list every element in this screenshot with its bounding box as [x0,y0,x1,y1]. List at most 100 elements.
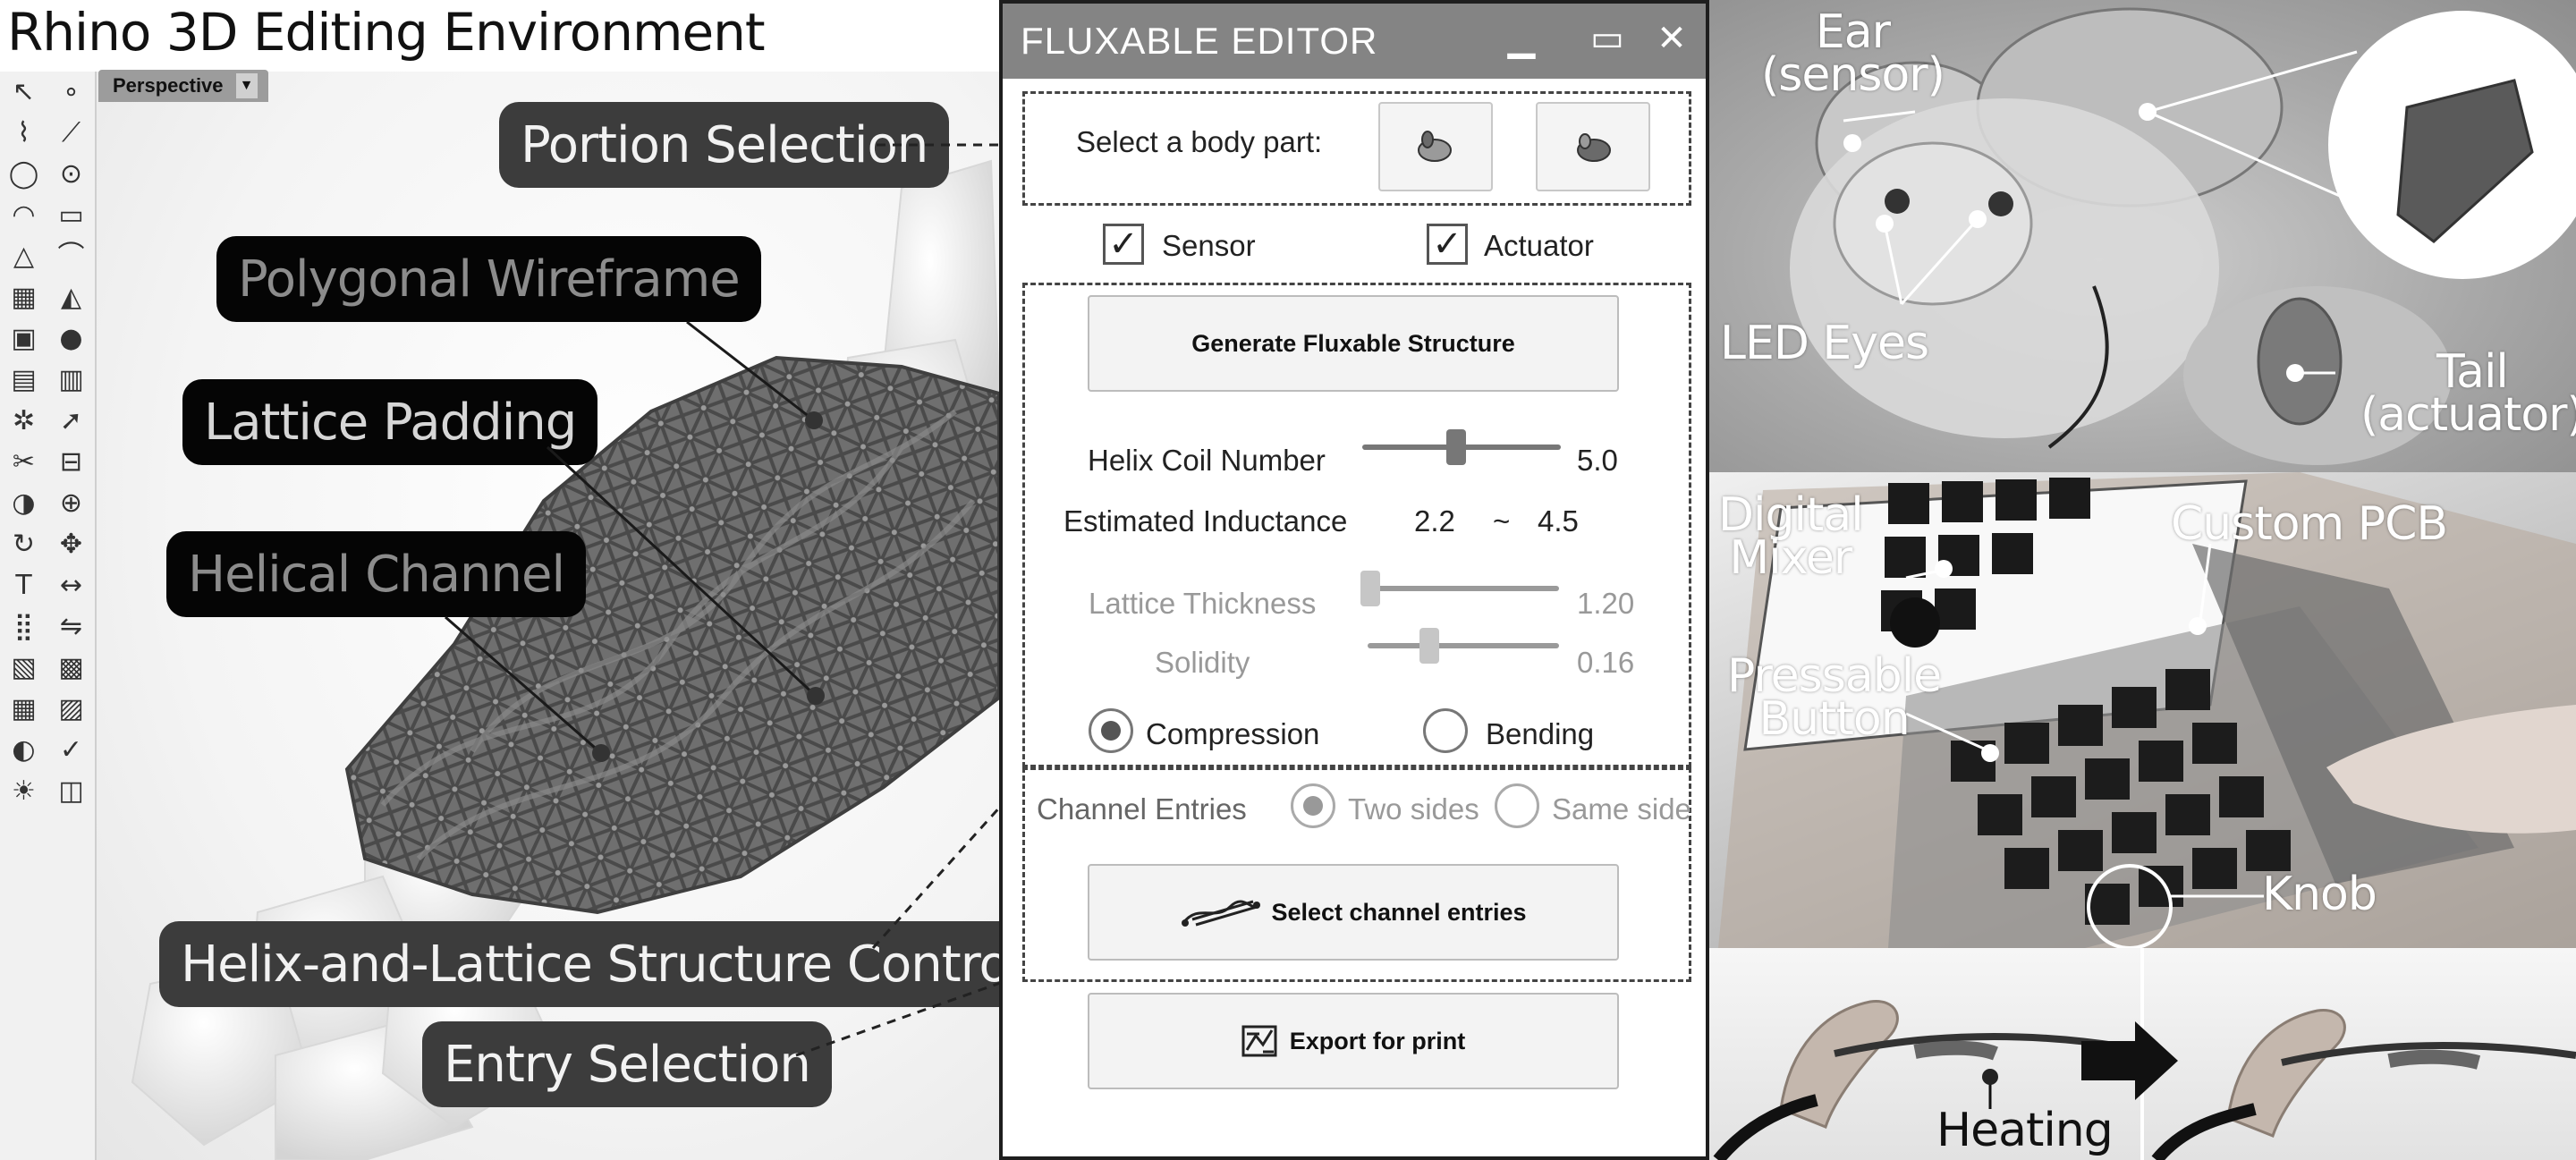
split-icon[interactable]: ⊟ [59,446,83,478]
box-icon[interactable]: ▣ [11,323,37,354]
generate-structure-button[interactable]: Generate Fluxable Structure [1088,295,1619,392]
grid-icon[interactable]: ▦ [11,693,37,724]
editor-title: FLUXABLE EDITOR [1021,20,1378,62]
toolbar-row: T ↔ [0,565,95,606]
toolbar-row: ◐ ✓ [0,730,95,771]
label-heating: Heating [1936,1104,2114,1157]
callout-entry-selection: Entry Selection [422,1021,832,1107]
ellipse-icon[interactable]: ⊙ [59,158,83,190]
toolbar-row: ☀ ◫ [0,771,95,812]
mirror-icon[interactable]: ⇋ [59,611,83,642]
inductance-label: Estimated Inductance [1063,504,1348,538]
polyline-icon[interactable]: ⌇ [17,117,30,148]
close-icon[interactable]: ✕ [1657,18,1687,59]
rhino-title: Rhino 3D Editing Environment [7,2,766,63]
sphere-icon[interactable]: ● [59,323,83,354]
actuator-checkbox[interactable]: ✓ [1427,224,1468,265]
fillet-icon[interactable]: ⌒ [57,241,85,272]
block-icon[interactable]: ▧ [11,652,37,683]
callout-helical-channel: Helical Channel [166,531,587,617]
label-ear-sensor: Ear (sensor) [1761,5,1945,102]
arrow-icon[interactable]: ➚ [59,405,83,436]
rotate-icon[interactable]: ↻ [12,529,36,560]
point-icon[interactable]: ∘ [63,76,80,107]
callout-polygonal-wireframe: Polygonal Wireframe [216,236,761,322]
body-part-button-body[interactable] [1536,102,1650,191]
bunny-photo-art [1790,7,2576,465]
camera-icon[interactable]: ◫ [58,775,84,807]
body-part-button-head[interactable] [1378,102,1493,191]
editor-titlebar[interactable]: FLUXABLE EDITOR ▁ ▭ ✕ [1003,4,1706,79]
render-icon[interactable]: ◐ [12,734,36,766]
hatch-icon[interactable]: ▩ [58,652,84,683]
lattice-thickness-slider[interactable] [1360,571,1559,606]
inductance-max: 4.5 [1538,504,1579,538]
two-sides-label: Two sides [1348,792,1479,826]
slider-thumb[interactable] [1360,571,1380,606]
body-part-section [1022,91,1691,206]
toolbar-row: ◑ ⊕ [0,483,95,524]
rhino-environment: Rhino 3D Editing Environment ↖ ∘ ⌇ ⟋ ◯ ⊙ ◠ ▭ △ ⌒ ▦… [0,0,999,1160]
light-icon[interactable]: ☀ [12,775,36,807]
same-side-radio[interactable] [1495,783,1539,828]
dimension-icon[interactable]: ↔ [59,570,83,601]
select-icon[interactable]: ↖ [12,76,36,107]
arc-icon[interactable]: ◠ [12,199,36,231]
surface-icon[interactable]: ▦ [11,282,37,313]
viewport-tab-perspective[interactable]: Perspective ▼ [98,70,268,102]
maximize-icon[interactable]: ▭ [1590,18,1624,59]
inductance-separator: ~ [1493,504,1511,538]
bunny-head-icon [1418,131,1452,162]
chevron-down-icon[interactable]: ▼ [235,73,258,98]
select-channel-entries-button[interactable]: Select channel entries [1088,864,1619,961]
toolbar-row: △ ⌒ [0,236,95,277]
export-for-print-button[interactable]: Export for print [1088,993,1619,1089]
photo-digital-mixer: Digital Mixer Custom PCB Pressable Butto… [1709,472,2576,948]
compression-radio[interactable] [1089,708,1133,753]
callout-lattice-padding: Lattice Padding [182,379,598,465]
gear-icon[interactable]: ✲ [12,405,36,436]
label-digital-mixer: Digital Mixer [1718,488,1864,585]
channel-entries-icon [1182,900,1261,927]
solidity-slider[interactable] [1368,628,1559,664]
label-led-eyes: LED Eyes [1720,317,1929,370]
callout-structure-control: Helix-and-Lattice Structure Control [159,921,999,1007]
body-part-label: Select a body part: [1076,125,1323,158]
rectangle-icon[interactable]: ▭ [58,199,84,231]
photo-bunny: Ear (sensor) LED Eyes Tail (actuator) [1709,0,2576,472]
fluxable-editor-window: FLUXABLE EDITOR ▁ ▭ ✕ Select a body part… [999,0,1709,1160]
two-sides-radio[interactable] [1291,783,1335,828]
lattice-thickness-label: Lattice Thickness [1089,587,1317,620]
check-icon[interactable]: ✓ [59,734,83,766]
group-icon[interactable]: ⊕ [59,487,83,519]
helix-coil-slider[interactable] [1362,429,1561,465]
slider-thumb[interactable] [1446,429,1466,465]
trim-icon[interactable]: ✂ [12,446,36,478]
toolbar-row: ◯ ⊙ [0,154,95,195]
helix-coil-label: Helix Coil Number [1088,444,1326,477]
export-for-print-label: Export for print [1289,1027,1466,1054]
radio-dot [1303,796,1323,816]
toolbar-row: ◠ ▭ [0,195,95,236]
array-icon[interactable]: ⣿ [13,611,34,642]
bending-radio[interactable] [1423,708,1468,753]
curve-icon[interactable]: ⟋ [62,117,80,148]
extrude-icon[interactable]: ▥ [58,364,84,395]
move-icon[interactable]: ✥ [59,529,83,560]
cylinder-icon[interactable]: ▤ [11,364,37,395]
toolbar-row: ▦ ◭ [0,277,95,318]
loft-icon[interactable]: ◭ [60,282,82,313]
minimize-icon[interactable]: ▁ [1507,18,1536,59]
toolbar-row: ▣ ● [0,318,95,360]
toolbar-row: ▦ ▨ [0,689,95,730]
circle-icon[interactable]: ◯ [8,158,39,190]
sensor-checkbox[interactable]: ✓ [1103,224,1144,265]
toolbar-row: ↻ ✥ [0,524,95,565]
text-icon[interactable]: T [15,570,32,601]
solidity-value: 0.16 [1577,646,1635,679]
slider-thumb[interactable] [1419,628,1439,664]
rhino-toolbar: ↖ ∘ ⌇ ⟋ ◯ ⊙ ◠ ▭ △ ⌒ ▦ ◭ ▣ ● ▤ ▥ ✲ ➚ ✂ ⊟ ◑ ⊕ ↻ ✥ T ↔ ⣿ ⇋ ▧ ▩ ▦ ▨ ◐ ✓ ☀ ◫ [0,72,97,1160]
polygon-icon[interactable]: △ [13,241,35,272]
boolean-icon[interactable]: ◑ [12,487,36,519]
layer-icon[interactable]: ▨ [58,693,84,724]
